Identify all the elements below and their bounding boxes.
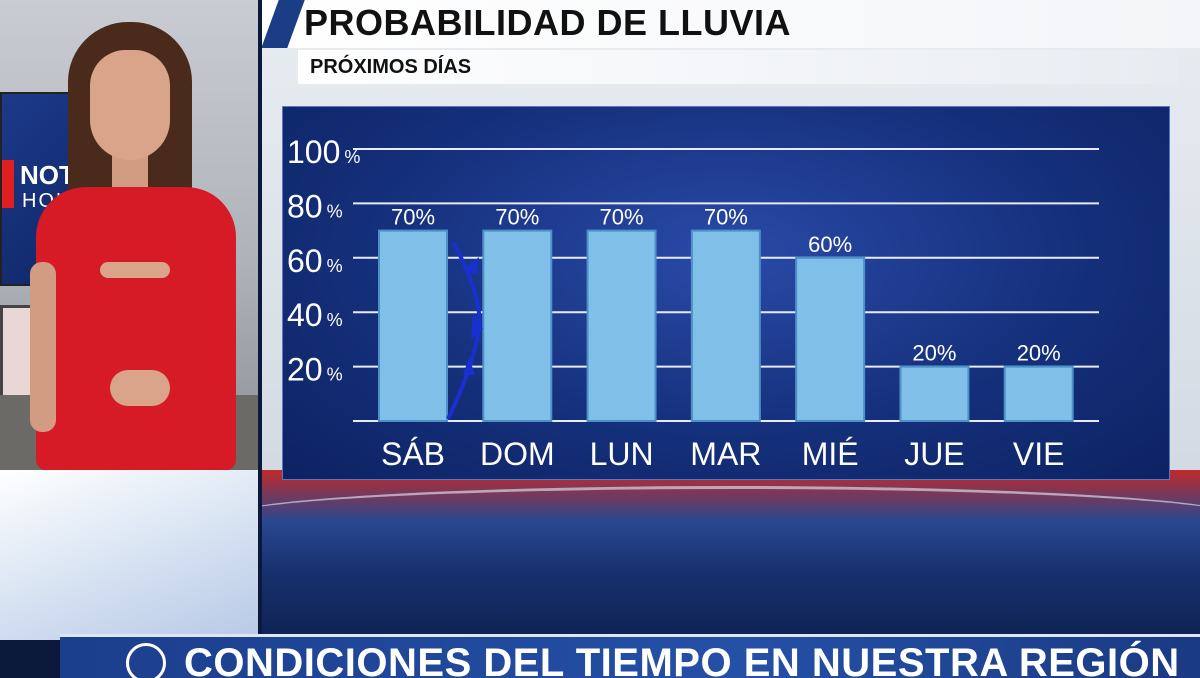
y-tick-label: 40%: [287, 297, 343, 333]
title-accent: [262, 0, 305, 48]
bar-lun: [586, 229, 657, 422]
front-triangle-icon: [463, 357, 475, 375]
bar-jue: [899, 365, 970, 423]
bar-mar: [690, 229, 761, 422]
x-tick-label: MIÉ: [802, 436, 859, 472]
chart-panel: 20% 40% 60% 80% 100% 70% SÁB 70% DOM 70% LUN 70% MAR…: [282, 106, 1170, 480]
data-label: 70%: [600, 205, 644, 230]
x-tick-label: SÁB: [381, 436, 445, 472]
lower-third-banner: CONDICIONES DEL TIEMPO EN NUESTRA REGIÓN: [60, 634, 1200, 678]
y-tick-label: 60%: [287, 243, 343, 279]
bar-chart: 20 % 40 % 60 % 80 % 100 % 70% SÁB 70% DOM 70% LUN 70% MAR…: [287, 134, 1099, 472]
y-tick-label: 20%: [287, 352, 343, 388]
bar-mié: [795, 256, 866, 422]
network-logo-mark: [2, 160, 14, 208]
x-tick-label: VIE: [1013, 436, 1065, 472]
x-tick-label: MAR: [690, 436, 761, 472]
y-tick-unit: %: [327, 256, 343, 276]
x-tick-label: JUE: [904, 436, 964, 472]
data-label: 60%: [808, 232, 852, 257]
bar-dom: [482, 229, 553, 422]
subtitle-bar: PRÓXIMOS DÍAS: [298, 50, 1178, 84]
dress-cutout: [100, 262, 170, 278]
bar-sáb: [378, 229, 448, 422]
screen-logo-text: NOT: [20, 160, 75, 190]
front-triangle-icon: [471, 313, 483, 339]
presenter: [30, 22, 240, 470]
data-label: 20%: [1017, 341, 1061, 366]
swoosh-highlight: [262, 486, 1200, 549]
front-triangle-icon: [463, 257, 479, 275]
bar-vie: [1003, 365, 1074, 423]
x-tick-label: DOM: [480, 436, 555, 472]
y-tick-unit: %: [327, 201, 343, 221]
presenter-dress: [36, 187, 236, 470]
data-label: 70%: [391, 205, 435, 230]
presenter-arm: [30, 262, 56, 432]
title-bar: PROBABILIDAD DE LLUVIA: [262, 0, 1200, 48]
background-panel: [0, 470, 258, 640]
y-tick-label: 80%: [287, 188, 343, 224]
x-tick-label: LUN: [590, 436, 654, 472]
presenter-face: [90, 50, 170, 160]
chart-title: PROBABILIDAD DE LLUVIA: [304, 2, 791, 43]
lower-third-text: CONDICIONES DEL TIEMPO EN NUESTRA REGIÓN: [184, 641, 1180, 678]
presenter-hand: [110, 370, 170, 406]
y-tick-unit: %: [344, 147, 360, 167]
data-label: 70%: [495, 205, 539, 230]
y-tick-unit: %: [327, 310, 343, 330]
data-label: 20%: [912, 341, 956, 366]
weather-graphic: PROBABILIDAD DE LLUVIA PRÓXIMOS DÍAS 20%…: [262, 0, 1200, 640]
data-label: 70%: [704, 205, 748, 230]
chart-subtitle: PRÓXIMOS DÍAS: [310, 56, 472, 78]
y-tick-unit: %: [327, 365, 343, 385]
presenter-video-panel: NOT HOU: [0, 0, 258, 470]
weather-circle-icon: [126, 643, 166, 678]
y-tick-label: 100%: [287, 134, 360, 170]
